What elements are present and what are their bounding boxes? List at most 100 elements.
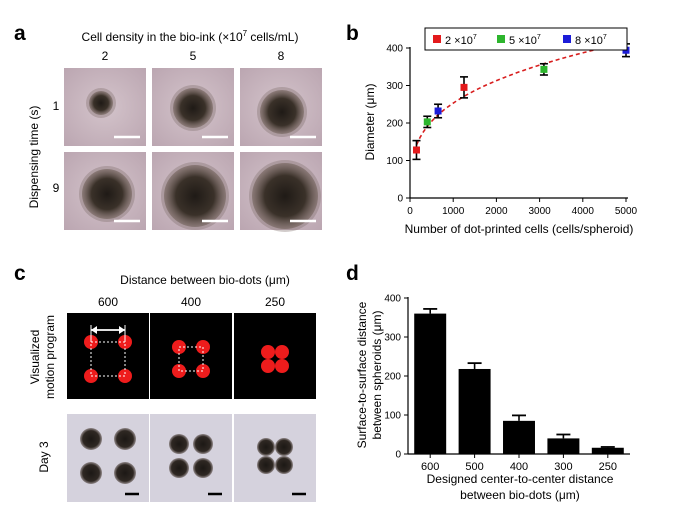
motion-program-tile [234,313,316,399]
x-axis-label: Number of dot-printed cells (cells/spher… [405,222,634,236]
fit-curve [415,41,627,146]
x-tick-label: 250 [599,461,617,473]
x-tick-label: 0 [407,206,413,217]
data-point [423,118,431,126]
day3-tile [150,414,232,502]
x-tick-label: 600 [421,461,439,473]
y-axis-label: Surface-to-surface distance [355,301,369,448]
panel-c-title: Distance between bio-dots (μm) [120,273,290,287]
spheroid [169,458,189,478]
legend-label: 2 ×107 [445,34,477,47]
y-tick-label: 0 [395,450,401,461]
panel-label-c: c [14,262,26,285]
legend-label: 8 ×107 [575,34,607,47]
chart-surface-distance: 0 100 200 300 400 600 500 400 300 250 Surface-to… [355,294,630,502]
bar [503,420,535,454]
y-tick-label: 100 [384,411,401,422]
spheroid [114,462,136,484]
panel-label-b: b [346,22,359,45]
x-tick-label: 2000 [485,206,508,217]
bar [547,438,580,454]
x-axis-label: between bio-dots (μm) [460,488,580,502]
panel-a-col-label: 5 [190,49,197,63]
panel-c-row-label: Day 3 [37,441,51,473]
day3-micrographs [67,414,316,502]
bio-dot [275,345,289,359]
panel-a: Cell density in the bio-ink (×107 cells/… [27,29,322,232]
arrow-head [91,326,97,334]
x-tick-label: 300 [554,461,572,473]
bar [591,447,624,454]
bar [414,313,447,454]
spheroid [275,438,293,456]
spheroid [260,90,304,134]
spheroid [169,434,189,454]
spheroid [89,91,113,115]
data-point [412,146,420,154]
path-guide [90,341,126,377]
panel-a-col-label: 2 [102,49,109,63]
chart-diameter-vs-cells: 0 100 200 300 400 0 1000 2000 3000 4000 5000 Diam… [363,27,638,236]
spheroid [257,456,275,474]
panel-label-a: a [14,22,26,45]
y-tick-label: 100 [386,156,403,167]
y-tick-label: 300 [384,333,401,344]
motion-program-tiles [67,313,316,399]
bio-dot [261,359,275,373]
bio-dot [261,345,275,359]
x-tick-label: 400 [510,461,528,473]
x-axis-label: Designed center-to-center distance [427,472,614,486]
data-point [460,83,468,91]
legend: 2 ×107 5 ×107 8 ×107 [424,27,628,51]
y-tick-label: 400 [386,44,403,55]
x-tick-label: 1000 [442,206,465,217]
spheroid [173,88,213,128]
path-guide [178,346,204,372]
legend-label: 5 ×107 [509,34,541,47]
x-tick-label: 5000 [615,206,638,217]
x-tick-label: 4000 [572,206,595,217]
data-point [434,107,442,115]
motion-program-tile [67,313,149,399]
panel-a-row-label: 9 [53,181,60,195]
arrow-head [119,326,125,334]
bar [458,368,491,454]
legend-swatch [563,35,571,43]
y-tick-label: 200 [384,372,401,383]
spheroid [252,163,318,229]
y-tick-label: 300 [386,81,403,92]
panel-a-row-axis-label: Dispensing time (s) [27,106,41,209]
panel-a-title: Cell density in the bio-ink (×107 cells/… [82,29,299,44]
bio-dot [275,359,289,373]
legend-box [424,27,628,51]
panel-c-col-label: 600 [98,295,118,309]
legend-swatch [497,35,505,43]
spheroid [164,165,226,227]
x-tick-label: 3000 [528,206,551,217]
y-tick-label: 200 [386,119,403,130]
y-axis-label: Diameter (μm) [363,84,377,161]
panel-c-row-label: Visualized [28,330,42,384]
panel-c-col-label: 400 [181,295,201,309]
x-tick-label: 500 [465,461,483,473]
y-tick-label: 0 [397,194,403,205]
data-point [540,65,548,73]
spheroid [275,456,293,474]
spheroid [80,462,102,484]
spheroid [193,434,213,454]
y-tick-label: 400 [384,294,401,305]
panel-c-row-label: motion program [43,315,57,399]
panel-c-col-label: 250 [265,295,285,309]
panel-label-d: d [346,262,359,285]
panel-a-col-label: 8 [278,49,285,63]
spheroid [82,169,132,219]
spheroid [114,428,136,450]
motion-program-tile [150,313,232,399]
spheroid [80,428,102,450]
y-axis-label: between spheroids (μm) [370,311,384,440]
spheroid [193,458,213,478]
panel-c: Distance between bio-dots (μm) 600 400 2… [28,273,316,502]
panel-a-row-label: 1 [53,99,60,113]
day3-tile [234,414,316,502]
